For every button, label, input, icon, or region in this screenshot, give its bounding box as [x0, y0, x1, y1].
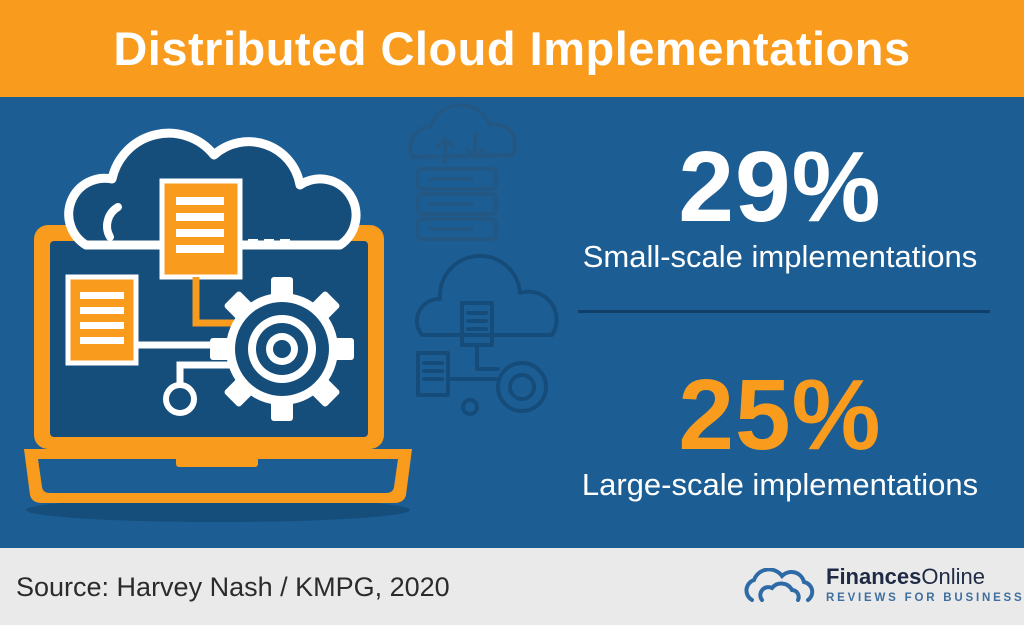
stat-value: 29%: [678, 131, 882, 243]
stat-large-scale: 25% Large-scale implementations: [545, 365, 1015, 503]
illustration: [24, 103, 559, 522]
footer: Source: Harvey Nash / KMPG, 2020 Finance…: [0, 548, 1024, 625]
brand-name: FinancesOnline: [826, 564, 985, 590]
brand-name-bold: Finances: [826, 564, 922, 589]
header-bar: Distributed Cloud Implementations: [0, 0, 1024, 97]
source-citation: Source: Harvey Nash / KMPG, 2020: [16, 572, 450, 602]
cloud-network-icon: [414, 253, 559, 416]
brand-logo[interactable]: FinancesOnline REVIEWS FOR BUSINESS: [742, 562, 1022, 612]
cloud-logo-icon: [744, 568, 815, 602]
brand-tagline: REVIEWS FOR BUSINESS: [826, 592, 1024, 604]
stat-label: Large-scale implementations: [581, 467, 979, 502]
divider: [578, 310, 990, 313]
stat-small-scale: 29% Small-scale implementations: [545, 137, 1015, 275]
main-panel: 29% Small-scale implementations 25% Larg…: [0, 97, 1024, 548]
page-title: Distributed Cloud Implementations: [113, 22, 911, 75]
stat-value: 25%: [678, 359, 882, 471]
stat-label: Small-scale implementations: [582, 239, 978, 274]
cloud-server-icon: [408, 103, 518, 241]
laptop-cloud-network-icon: [24, 128, 412, 522]
brand-name-light: Online: [921, 564, 985, 589]
